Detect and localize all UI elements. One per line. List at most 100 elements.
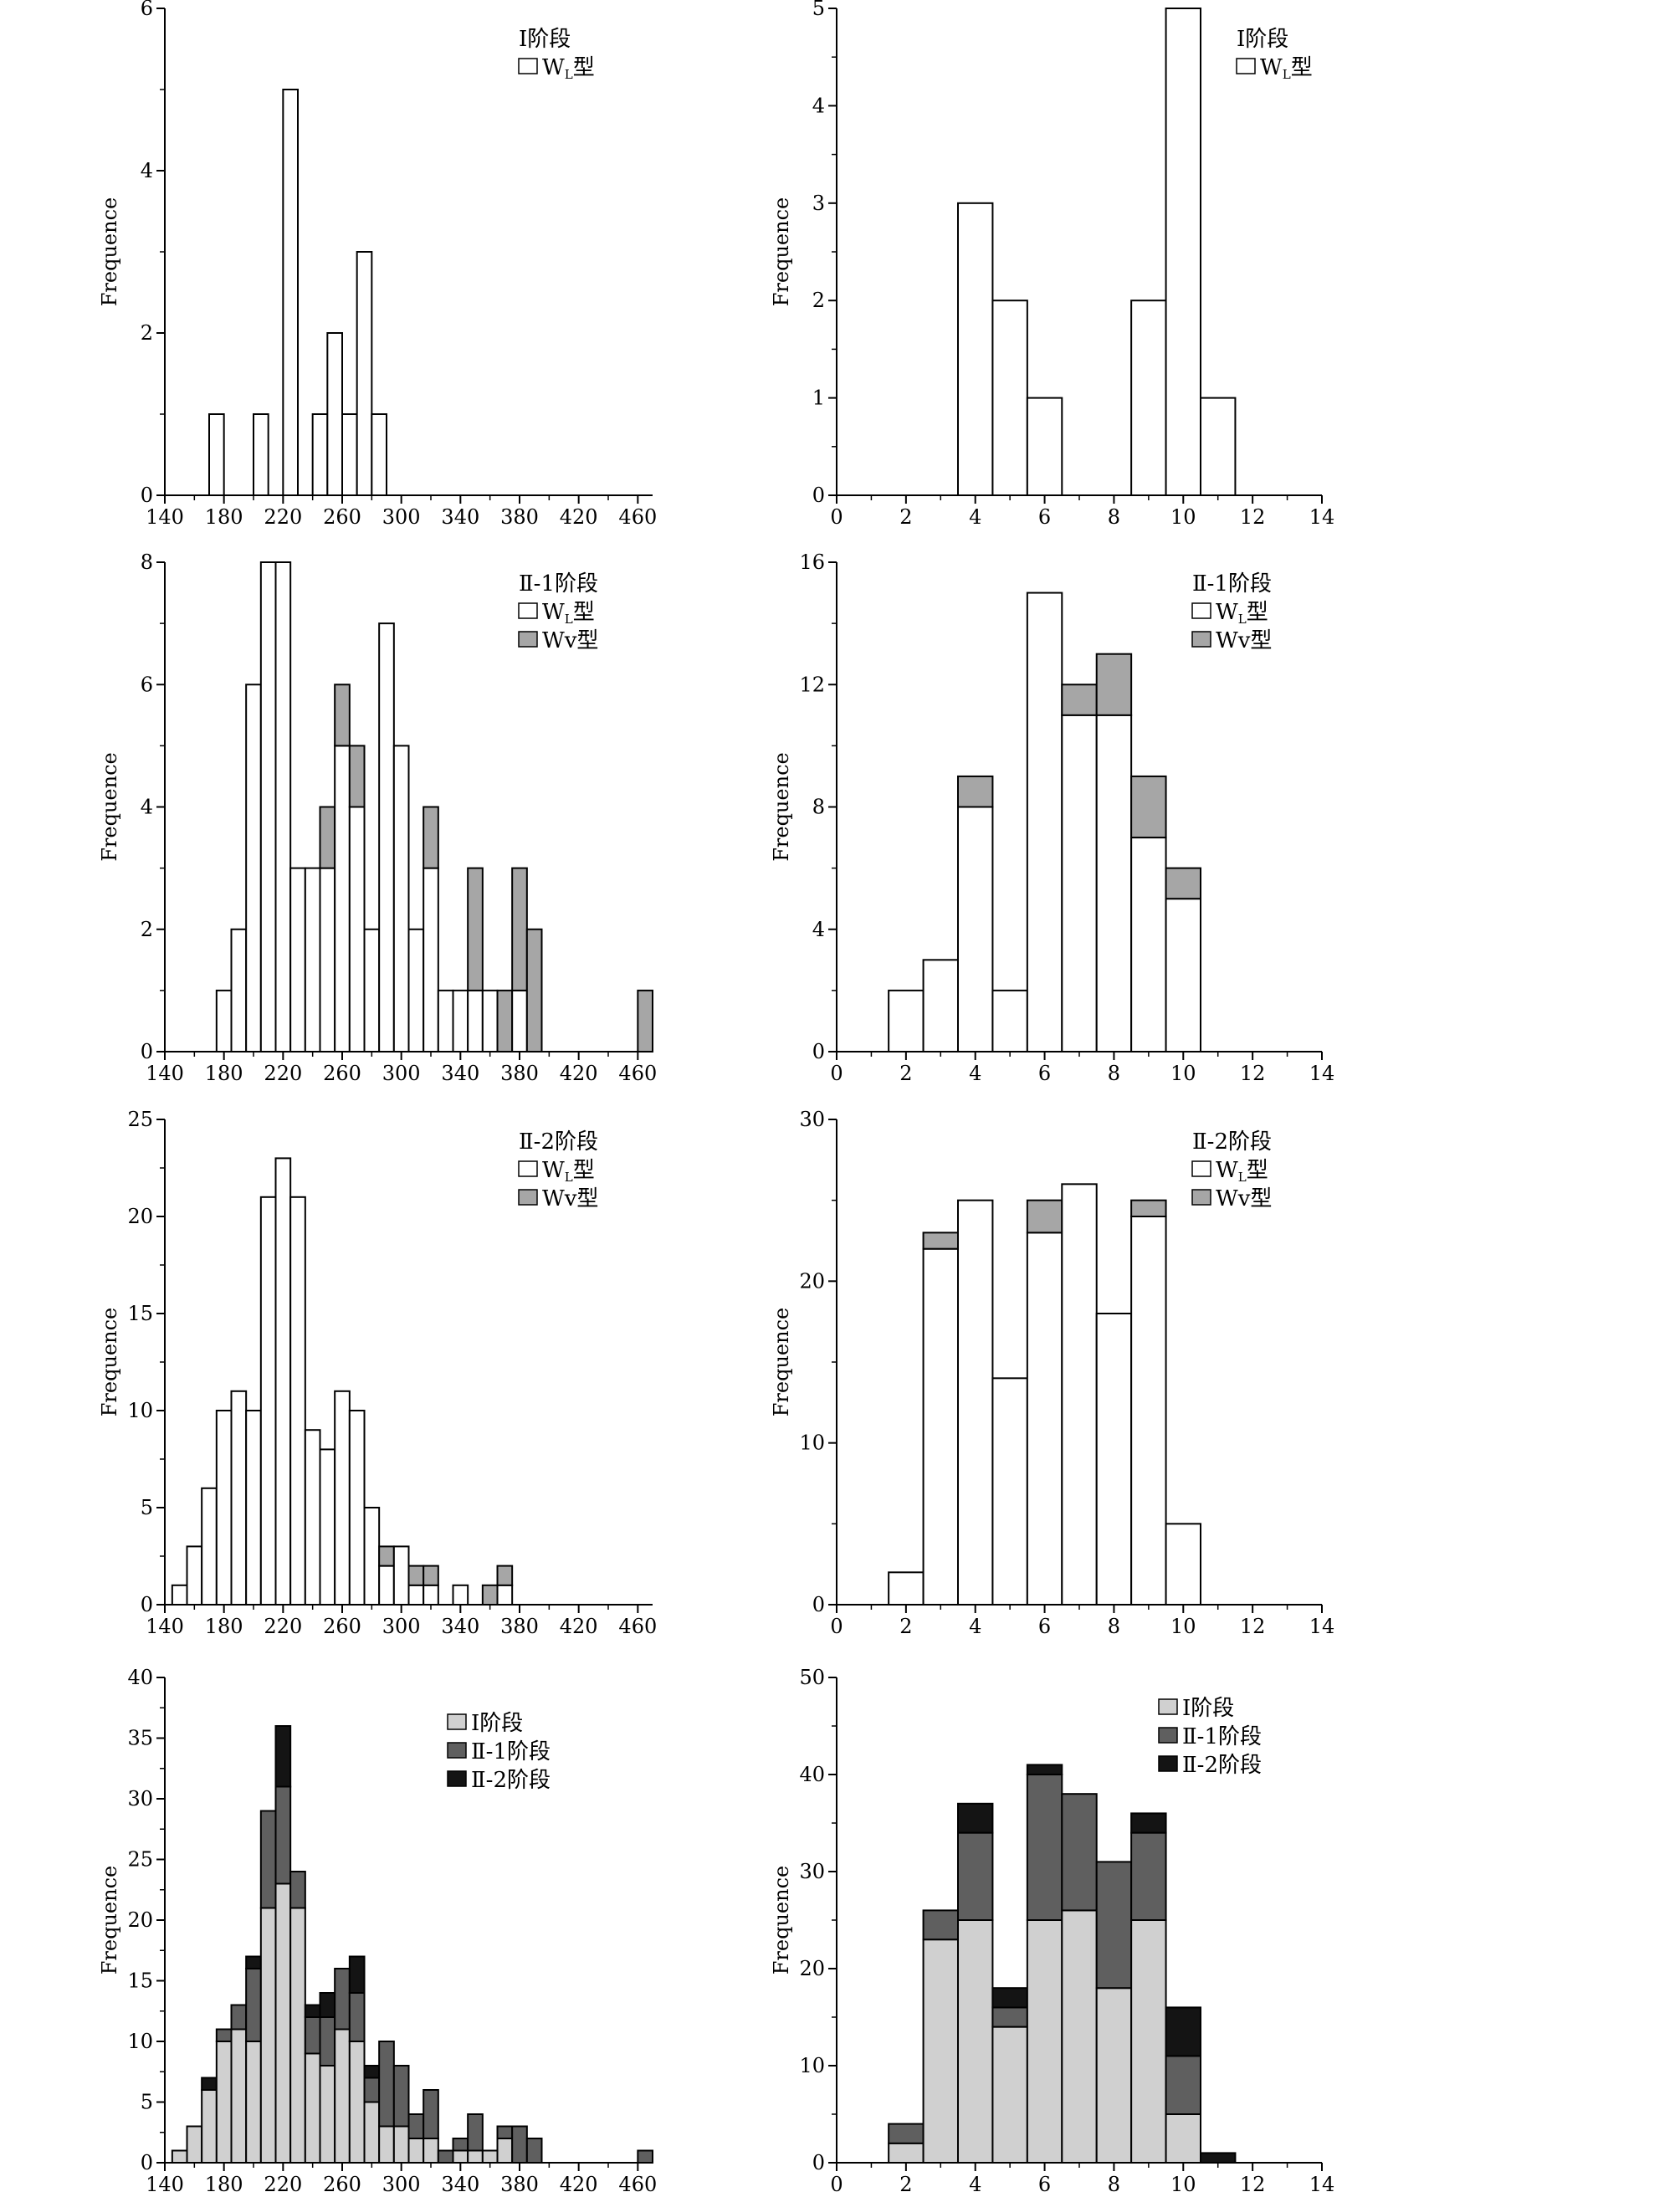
x-tick-label: 0: [830, 1062, 843, 1085]
y-axis-label: Frequence: [770, 1308, 793, 1416]
legend-swatch: [518, 602, 538, 619]
legend-label: Wv型: [1216, 1186, 1272, 1211]
bar-sal-stage2-2-5-s0: [1061, 1183, 1098, 1606]
bar-sal-stage1-4-s0: [1165, 8, 1201, 496]
bar-th-all-15-s1: [392, 2065, 410, 2128]
legend-swatch: [1236, 58, 1256, 74]
y-tick-label: 5: [812, 0, 825, 20]
x-tick-label: 12: [1240, 2173, 1266, 2192]
bar-th-stage2-1-16-s0: [452, 989, 469, 1052]
bar-sal-stage2-1-2-s1: [957, 775, 994, 808]
x-tick-label: 0: [830, 2173, 843, 2192]
bar-th-stage2-1-8-s0: [334, 745, 351, 1052]
x-tick-label: 6: [1038, 2173, 1051, 2192]
bar-th-stage2-2-0-s0: [171, 1584, 188, 1606]
y-tick-label: 40: [799, 1763, 825, 1786]
bar-th-stage1-6-s0: [356, 251, 373, 496]
bar-th-stage2-1-17-s1: [467, 867, 484, 991]
legend: Ⅰ阶段 WL型: [1236, 27, 1313, 82]
x-tick-label: 460: [618, 1615, 657, 1638]
legend-label: Ⅱ-1阶段: [471, 1739, 551, 1764]
bar-th-stage2-1-20-s1: [511, 867, 528, 991]
bar-th-all-8-s0: [289, 1907, 306, 2164]
bar-th-all-7-s0: [274, 1882, 292, 2164]
bar-th-all-19-s0: [452, 2149, 469, 2164]
y-axis-label: Frequence: [770, 197, 793, 306]
x-tick-label: 8: [1108, 1615, 1120, 1638]
x-tick-label: 220: [264, 505, 302, 529]
y-axis-label: Frequence: [98, 752, 121, 861]
legend-label: Ⅱ-1阶段: [1182, 1724, 1262, 1749]
bar-sal-stage2-2-7-s1: [1130, 1199, 1167, 1217]
x-tick-label: 6: [1038, 505, 1051, 529]
legend-title: Ⅱ-1阶段: [1192, 571, 1272, 597]
bar-th-all-15-s0: [392, 2125, 410, 2164]
y-tick-label: 20: [799, 1269, 825, 1293]
bar-th-all-4-s0: [230, 2028, 248, 2164]
bar-sal-all-3-s1: [991, 2006, 1028, 2028]
x-tick-label: 14: [1309, 1615, 1335, 1638]
bar-th-stage1-4-s0: [326, 332, 344, 496]
bar-sal-stage1-0-s0: [957, 202, 994, 497]
x-tick-label: 180: [205, 1062, 243, 1085]
bar-th-all-9-s1: [304, 2016, 321, 2055]
x-tick-label: 2: [899, 1062, 912, 1085]
y-tick-label: 5: [141, 1496, 153, 1519]
x-tick-label: 10: [1170, 2173, 1196, 2192]
bar-sal-stage2-1-5-s1: [1061, 684, 1098, 716]
bar-sal-all-4-s0: [1026, 1919, 1063, 2164]
legend-title: Ⅰ阶段: [519, 27, 571, 52]
bar-th-all-13-s2: [363, 2065, 381, 2079]
x-tick-label: 460: [618, 1062, 657, 1085]
x-tick-label: 14: [1309, 2173, 1335, 2192]
bar-th-stage1-7-s0: [371, 413, 388, 496]
x-tick-label: 140: [146, 1062, 184, 1085]
x-tick-label: 420: [560, 1615, 598, 1638]
x-tick-label: 6: [1038, 1615, 1051, 1638]
bar-th-stage2-1-22-s1: [637, 989, 653, 1052]
bar-sal-stage2-1-2-s0: [957, 806, 994, 1052]
bar-th-stage2-1-15-s0: [437, 989, 454, 1052]
bar-sal-stage2-1-5-s0: [1061, 714, 1098, 1052]
bar-th-all-12-s2: [348, 1955, 366, 1994]
bar-sal-all-4-s1: [1026, 1774, 1063, 1921]
legend-label: WL型: [1260, 55, 1313, 82]
y-axis-label: Frequence: [98, 1866, 121, 1974]
bar-sal-stage2-1-7-s0: [1130, 837, 1167, 1052]
legend-swatch: [518, 1160, 538, 1177]
x-tick-label: 4: [969, 2173, 981, 2192]
bar-th-stage2-1-5-s0: [289, 867, 306, 1052]
x-tick-label: 260: [323, 505, 361, 529]
x-tick-label: 0: [830, 1615, 843, 1638]
bar-th-stage2-1-6-s0: [304, 867, 321, 1052]
legend-swatch: [447, 1770, 467, 1787]
bar-sal-stage2-1-1-s0: [922, 959, 959, 1052]
y-tick-label: 4: [812, 918, 825, 941]
y-tick-label: 10: [799, 2054, 825, 2077]
bar-th-stage2-1-14-s1: [423, 806, 439, 869]
legend-label: Ⅰ阶段: [1182, 1696, 1234, 1721]
y-tick-label: 5: [141, 2091, 153, 2114]
y-tick-label: 2: [812, 289, 825, 312]
bar-th-all-0-s0: [171, 2149, 188, 2164]
bar-sal-all-7-s0: [1130, 1919, 1167, 2164]
chart-panel-th-stage1: 0 2 4 6 140 180 220 260 300 340 380 420 460 Frequence…: [98, 0, 657, 529]
bar-sal-stage2-2-0-s0: [888, 1571, 925, 1606]
y-tick-label: 6: [141, 673, 153, 696]
y-tick-label: 4: [141, 796, 153, 819]
bar-sal-all-5-s1: [1061, 1793, 1098, 1912]
x-tick-label: 380: [500, 505, 539, 529]
x-tick-label: 140: [146, 505, 184, 529]
legend: Ⅰ阶段 Ⅱ-1阶段 Ⅱ-2阶段: [447, 1711, 551, 1793]
y-tick-label: 0: [141, 1040, 153, 1063]
legend: Ⅰ阶段 WL型: [518, 27, 595, 82]
bar-sal-all-3-s0: [991, 2026, 1028, 2164]
x-tick-label: 420: [560, 2173, 598, 2192]
bar-th-all-2-s0: [201, 2089, 218, 2164]
bar-sal-stage2-2-7-s0: [1130, 1216, 1167, 1606]
chart-panel-th-stage2-2: 0 5 10 15 20 25 140 180 220 260 300 340 380 420 460 Fre…: [98, 1108, 657, 1638]
x-tick-label: 10: [1170, 1615, 1196, 1638]
legend-label: Ⅰ阶段: [471, 1711, 523, 1736]
x-tick-label: 180: [205, 1615, 243, 1638]
